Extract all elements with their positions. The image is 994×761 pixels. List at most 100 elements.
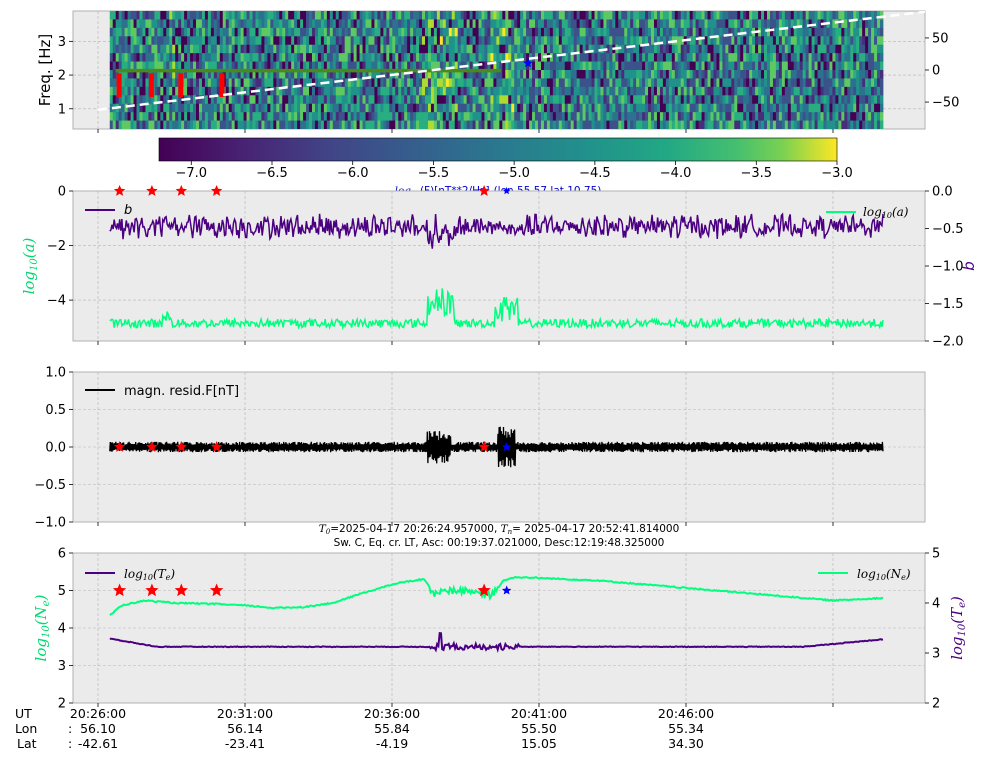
heatmap-cell: [309, 19, 313, 29]
heatmap-cell: [246, 120, 250, 129]
heatmap-cell: [683, 95, 688, 105]
heatmap-cell: [151, 53, 155, 62]
heatmap-cell: [172, 44, 176, 54]
heatmap-cell: [196, 11, 200, 20]
heatmap-cell: [552, 11, 557, 20]
heatmap-cell: [609, 19, 613, 29]
heatmap-cell: [436, 103, 441, 113]
heatmap-cell: [597, 95, 601, 105]
heatmap-cell: [401, 27, 405, 37]
heatmap-cell: [317, 44, 322, 54]
heatmap-cell: [698, 61, 702, 71]
heatmap-cell: [740, 86, 744, 96]
heatmap-cell: [624, 112, 628, 121]
heatmap-cell: [606, 120, 610, 129]
heatmap-cell: [383, 53, 387, 62]
heatmap-cell: [368, 120, 372, 129]
heatmap-cell: [567, 36, 572, 46]
heatmap-cell: [761, 78, 765, 88]
log-a-b-markers: [113, 185, 511, 196]
heatmap-cell: [701, 95, 705, 105]
heatmap-cell: [769, 11, 774, 20]
heatmap-cell: [514, 19, 518, 29]
heatmap-cell: [365, 70, 369, 79]
heatmap-cell: [677, 11, 682, 20]
heatmap-cell: [564, 78, 569, 88]
heatmap-cell: [799, 27, 804, 37]
heatmap-cell: [198, 112, 203, 121]
heatmap-cell: [115, 53, 120, 62]
heatmap-cell: [630, 53, 634, 62]
heatmap-cell: [130, 36, 134, 46]
heatmap-cell: [653, 70, 658, 79]
heatmap-cell: [871, 53, 875, 62]
colorbar-ticks: −7.0 −6.5 −6.0 −5.5 −5.0 −4.5 −4.0 −3.5 −3.0: [175, 161, 853, 181]
heatmap-cell: [540, 86, 545, 96]
heatmap-cell: [249, 103, 253, 113]
heatmap-cell: [686, 112, 691, 121]
heatmap-cell: [160, 53, 164, 62]
heatmap-cell: [154, 120, 158, 129]
heatmap-cell: [463, 27, 468, 37]
heatmap-cell: [439, 36, 444, 46]
heatmap-cell: [240, 44, 244, 54]
heatmap-cell: [196, 112, 200, 121]
heatmap-cell: [178, 53, 182, 62]
heatmap-cell: [781, 78, 786, 88]
heatmap-cell: [543, 27, 548, 37]
heatmap-cell: [529, 103, 533, 113]
heatmap-cell: [835, 53, 839, 62]
heatmap-cell: [282, 112, 286, 121]
heatmap-cell: [359, 19, 363, 29]
heatmap-cell: [817, 53, 821, 62]
heatmap-cell: [796, 27, 801, 37]
heatmap-cell: [805, 103, 810, 113]
heatmap-cell: [395, 95, 399, 105]
y-tick-label: −2.0: [932, 335, 964, 350]
heatmap-cell: [383, 44, 387, 54]
heatmap-cell: [811, 103, 815, 113]
heatmap-cell: [600, 61, 604, 71]
heatmap-cell: [478, 36, 482, 46]
heatmap-cell: [817, 78, 821, 88]
heatmap-cell: [445, 120, 450, 129]
heatmap-cell: [413, 86, 417, 96]
heatmap-cell: [285, 44, 289, 54]
heatmap-cell: [749, 27, 753, 37]
heatmap-cell: [624, 19, 628, 29]
heatmap-cell: [398, 61, 402, 71]
heatmap-cell: [353, 44, 357, 54]
heatmap-cell: [769, 95, 774, 105]
heatmap-cell: [570, 120, 575, 129]
heatmap-cell: [297, 11, 301, 20]
heatmap-cell: [481, 11, 485, 20]
heatmap-cell: [651, 53, 655, 62]
heatmap-cell: [624, 11, 628, 20]
heatmap-cell: [317, 27, 322, 37]
heatmap-cell: [710, 78, 714, 88]
heatmap-cell: [880, 27, 884, 37]
heatmap-cell: [529, 78, 533, 88]
heatmap-cell: [413, 112, 417, 121]
heatmap-cell: [371, 86, 375, 96]
heatmap-cell: [386, 112, 390, 121]
heatmap-cell: [749, 95, 753, 105]
y-tick-label: 0: [932, 64, 940, 79]
heatmap-cell: [764, 44, 768, 54]
heatmap-cell: [808, 70, 812, 79]
heatmap-cell: [832, 44, 836, 54]
heatmap-cell: [448, 61, 453, 71]
heatmap-cell: [755, 53, 759, 62]
heatmap-cell: [311, 19, 316, 29]
heatmap-cell: [178, 44, 182, 54]
heatmap-cell: [270, 53, 274, 62]
heatmap-cell: [300, 78, 304, 88]
heatmap-cell: [775, 61, 780, 71]
heatmap-cell: [124, 78, 128, 88]
heatmap-cell: [430, 61, 435, 71]
heatmap-cell: [639, 19, 643, 29]
heatmap-cell: [656, 78, 661, 88]
heatmap-cell: [445, 19, 450, 29]
heatmap-cell: [338, 95, 343, 105]
heatmap-cell: [478, 19, 482, 29]
